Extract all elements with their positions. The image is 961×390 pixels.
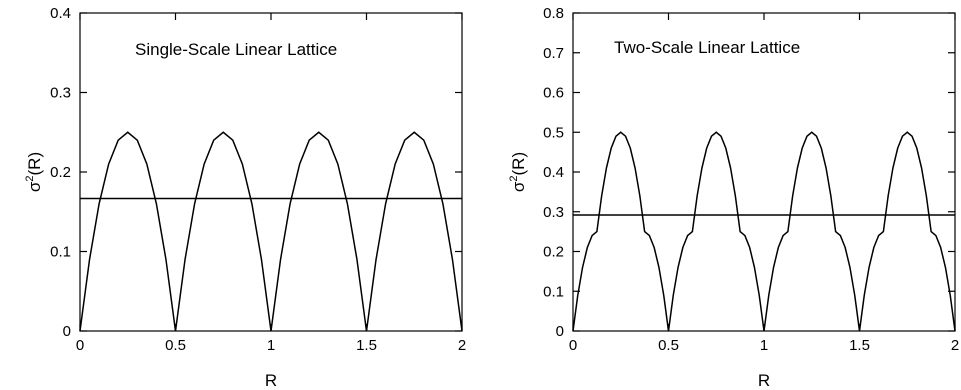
- x-tick-label: 1: [760, 337, 768, 354]
- x-tick-label: 0.5: [658, 337, 679, 354]
- axis-ticks: [572, 12, 956, 332]
- x-tick-label: 1.5: [849, 337, 870, 354]
- y-axis-label-rest: (R): [25, 152, 44, 176]
- x-tick-label: 1: [267, 337, 275, 354]
- x-axis-label: R: [758, 371, 770, 390]
- y-axis-label-superscript: 2: [24, 175, 36, 181]
- y-tick-label: 0.7: [543, 45, 564, 62]
- y-tick-label: 0.2: [543, 244, 564, 261]
- x-tick-label: 2: [458, 337, 466, 354]
- chart-title: Single-Scale Linear Lattice: [135, 40, 337, 59]
- plot-frame: [572, 12, 956, 332]
- chart-panel-two-scale: Two-Scale Linear Lattice R σ2(R) 0 0.5 1 1.…: [508, 5, 959, 390]
- x-tick-label: 2: [951, 337, 959, 354]
- y-tick-label: 0.2: [50, 164, 71, 181]
- y-axis-label-sigma: σ: [509, 181, 528, 192]
- x-axis-label: R: [265, 371, 277, 390]
- axis-ticks: [79, 12, 463, 332]
- y-axis-label-rest: (R): [509, 152, 528, 176]
- y-axis-label-superscript: 2: [508, 175, 520, 181]
- y-tick-label: 0.3: [543, 204, 564, 221]
- y-tick-label: 0.1: [50, 244, 71, 261]
- y-tick-label: 0.3: [50, 85, 71, 102]
- y-axis-label: σ2(R): [508, 152, 528, 192]
- x-tick-label: 1.5: [356, 337, 377, 354]
- plot-frame: [79, 12, 463, 332]
- x-tick-label: 0.5: [165, 337, 186, 354]
- y-tick-label: 0.4: [543, 164, 564, 181]
- tick-labels: 0 0.5 1 1.5 2 0 0.1 0.2 0.3 0.4 0.5 0.6 0.7 0.8: [543, 5, 959, 354]
- y-tick-label: 0.5: [543, 124, 564, 141]
- y-axis-label-sigma: σ: [25, 181, 44, 192]
- x-tick-label: 0: [569, 337, 577, 354]
- tick-labels: 0 0.5 1 1.5 2 0 0.1 0.2 0.3 0.4: [50, 5, 466, 354]
- x-tick-label: 0: [76, 337, 84, 354]
- series-line: [572, 131, 956, 332]
- series-group: [572, 131, 956, 332]
- y-tick-label: 0.6: [543, 85, 564, 102]
- y-tick-label: 0.4: [50, 5, 71, 22]
- y-tick-label: 0: [556, 323, 564, 340]
- chart-title: Two-Scale Linear Lattice: [614, 38, 800, 57]
- y-axis-label: σ2(R): [24, 152, 44, 192]
- chart-panel-single-scale: Single-Scale Linear Lattice R σ2(R) 0 0.5…: [24, 5, 466, 390]
- series-group: [79, 131, 463, 332]
- y-tick-label: 0: [63, 323, 71, 340]
- y-tick-label: 0.1: [543, 283, 564, 300]
- y-tick-label: 0.8: [543, 5, 564, 22]
- series-line: [79, 131, 463, 332]
